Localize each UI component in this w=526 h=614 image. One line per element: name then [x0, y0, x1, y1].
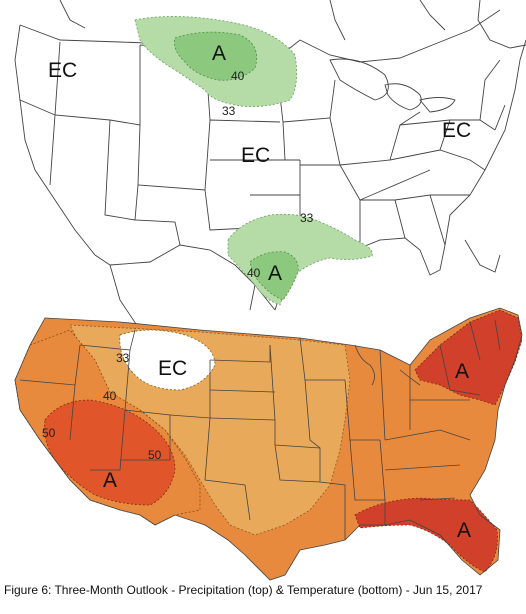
- precip-ec-east-label: EC: [442, 119, 471, 142]
- figure-caption: Figure 6: Three-Month Outlook - Precipit…: [4, 583, 483, 597]
- precip-ec-central-label: EC: [241, 144, 270, 167]
- precip-above-33-south: [227, 213, 373, 306]
- temp-ec-north-label: EC: [158, 357, 187, 380]
- precip-above-40-south: [249, 251, 299, 301]
- precip-a-south-label: A: [268, 262, 282, 285]
- temp-contour-50-center: 50: [148, 448, 162, 462]
- precip-ec-west-label: EC: [48, 59, 77, 82]
- precip-above-40-north: [174, 31, 258, 81]
- temp-contour-50-west: 50: [42, 426, 56, 440]
- temp-above-50-northeast: [414, 309, 523, 406]
- precip-contour-40-south: 40: [247, 266, 261, 280]
- precip-contour-33-south: 33: [300, 211, 314, 225]
- temp-a-southwest-label: A: [103, 469, 117, 492]
- temperature-map: EC A A A 33 40 50 50: [14, 307, 523, 581]
- temp-borders: [14, 307, 523, 581]
- precip-contour-40-north: 40: [231, 69, 245, 83]
- temp-ec-white-area: [119, 329, 216, 391]
- precip-a-north-label: A: [212, 42, 226, 65]
- precip-contour-33-north: 33: [222, 104, 236, 118]
- temp-above-50-southeast: [354, 497, 498, 573]
- temp-contour-40: 40: [103, 389, 117, 403]
- precipitation-map: EC EC EC A A 40 33 33 40: [14, 0, 526, 331]
- temp-above-50-southwest: [44, 399, 176, 506]
- temp-contour-33: 33: [116, 351, 130, 365]
- temp-a-southeast-label: A: [457, 519, 471, 542]
- temp-a-northeast-label: A: [455, 360, 469, 383]
